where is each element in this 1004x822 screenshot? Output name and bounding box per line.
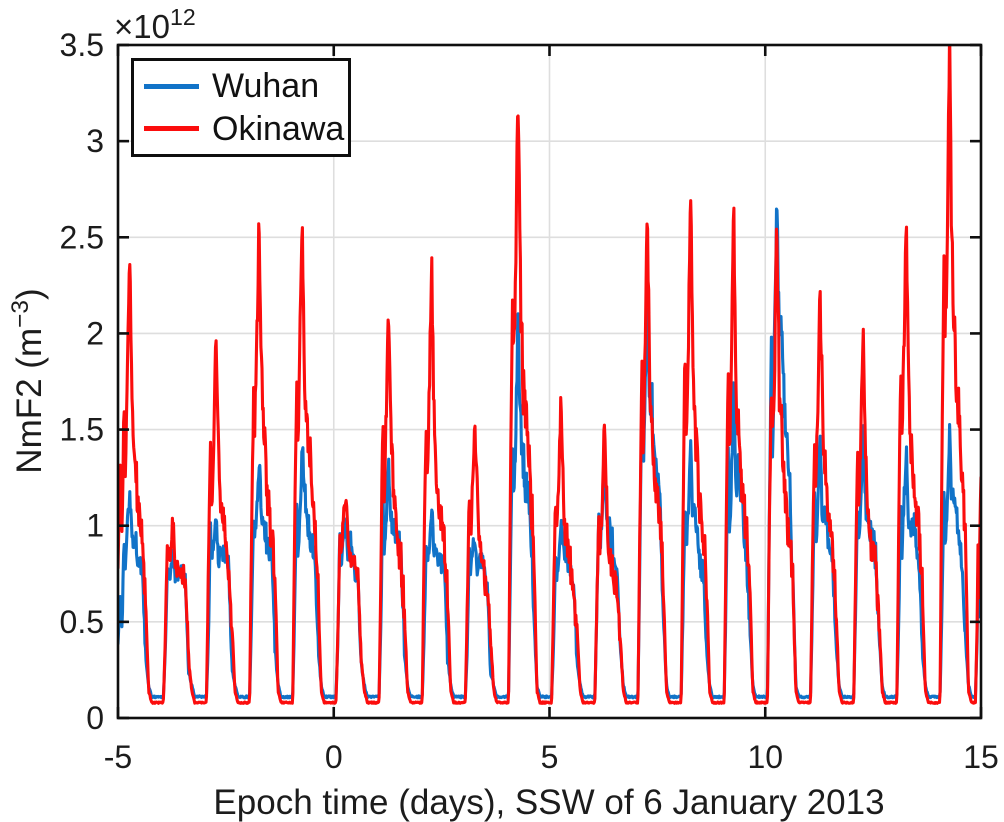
y-tick-label: 1 — [86, 508, 104, 544]
x-axis-label: Epoch time (days), SSW of 6 January 2013 — [213, 783, 885, 822]
x-tick-label: -5 — [104, 739, 132, 775]
axis-frame — [116, 43, 983, 720]
okinawa-line-swatch — [144, 126, 199, 132]
y-axis-exponent-base: ×10 — [114, 8, 170, 45]
okinawa-series-line — [118, 45, 981, 705]
y-tick-label: 2.5 — [60, 219, 104, 255]
x-tick-label: 10 — [747, 739, 783, 775]
x-tick-label: 15 — [963, 739, 999, 775]
legend-entry-wuhan: Wuhan — [144, 69, 348, 103]
y-axis-exponent: ×1012 — [114, 4, 196, 46]
wuhan-line-swatch — [144, 83, 199, 89]
y-tick-label: 0 — [86, 700, 104, 736]
y-tick-label: 1.5 — [60, 412, 104, 448]
legend: Wuhan Okinawa — [131, 58, 351, 157]
y-axis-label-text: NmF2 (m — [10, 327, 49, 474]
legend-label-wuhan: Wuhan — [212, 67, 320, 106]
x-tick-label: 5 — [541, 739, 559, 775]
wuhan-series-line — [118, 207, 981, 700]
legend-label-okinawa: Okinawa — [212, 109, 345, 148]
y-tick-label: 0.5 — [60, 604, 104, 640]
y-tick-label: 3 — [86, 123, 104, 159]
x-tick-label: 0 — [325, 739, 343, 775]
legend-entry-okinawa: Okinawa — [144, 112, 348, 146]
y-tick-label: 3.5 — [60, 27, 104, 63]
y-tick-label: 2 — [86, 315, 104, 351]
y-axis-label-superscript: −3 — [6, 299, 34, 328]
y-axis-label-close: ) — [10, 288, 49, 300]
y-axis-label: NmF2 (m−3) — [6, 288, 50, 474]
y-axis-exponent-power: 12 — [169, 4, 196, 31]
